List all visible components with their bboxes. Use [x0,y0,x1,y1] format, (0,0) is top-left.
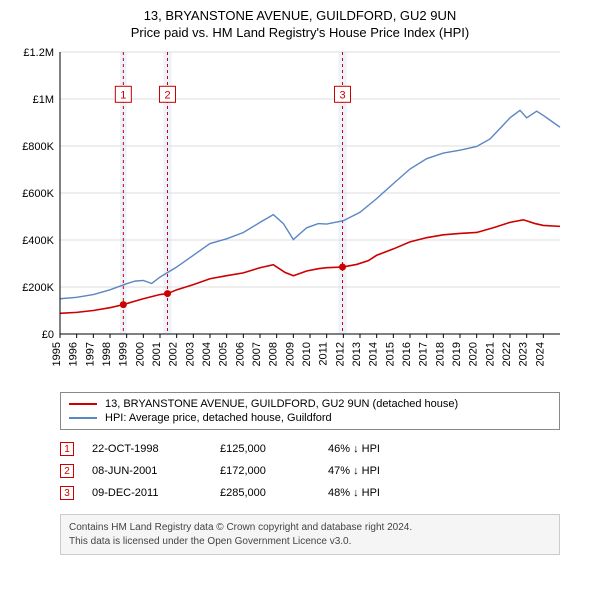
svg-text:1997: 1997 [84,342,96,366]
svg-text:2007: 2007 [251,342,263,366]
svg-text:2022: 2022 [501,342,513,366]
chart-container: 13, BRYANSTONE AVENUE, GUILDFORD, GU2 9U… [0,0,600,555]
svg-text:2012: 2012 [334,342,346,366]
event-diff: 48% ↓ HPI [328,487,418,499]
svg-text:1998: 1998 [101,342,113,366]
svg-text:2002: 2002 [168,342,180,366]
svg-text:2018: 2018 [434,342,446,366]
svg-text:£1.2M: £1.2M [23,47,54,59]
legend-swatch [69,417,97,419]
event-number-badge: 2 [60,464,74,478]
svg-text:2024: 2024 [534,342,546,366]
svg-text:2016: 2016 [401,342,413,366]
svg-text:2013: 2013 [351,342,363,366]
svg-text:2: 2 [164,89,170,101]
plot-area: £0 £200K £400K £600K £800K £1M £1.2M 1995 1996 19… [12,46,588,386]
svg-text:2021: 2021 [484,342,496,366]
footer-attribution: Contains HM Land Registry data © Crown c… [60,514,560,555]
event-diff: 47% ↓ HPI [328,465,418,477]
event-date: 08-JUN-2001 [92,465,202,477]
svg-text:2014: 2014 [368,342,380,366]
legend-item: 13, BRYANSTONE AVENUE, GUILDFORD, GU2 9U… [69,397,551,411]
svg-text:£0: £0 [42,329,54,341]
svg-text:1995: 1995 [51,342,63,366]
svg-text:2001: 2001 [151,342,163,366]
svg-text:2008: 2008 [268,342,280,366]
svg-text:£600K: £600K [22,188,54,200]
chart-titles: 13, BRYANSTONE AVENUE, GUILDFORD, GU2 9U… [12,8,588,40]
svg-text:2015: 2015 [384,342,396,366]
svg-text:2006: 2006 [234,342,246,366]
svg-text:2004: 2004 [201,342,213,366]
svg-text:£1M: £1M [33,94,54,106]
svg-text:£200K: £200K [22,282,54,294]
title-main: 13, BRYANSTONE AVENUE, GUILDFORD, GU2 9U… [12,8,588,23]
event-price: £285,000 [220,487,310,499]
svg-text:2000: 2000 [134,342,146,366]
svg-text:2019: 2019 [451,342,463,366]
footer-line2: This data is licensed under the Open Gov… [69,535,551,549]
event-row: 1 22-OCT-1998 £125,000 46% ↓ HPI [60,438,560,460]
event-price: £172,000 [220,465,310,477]
legend-label: 13, BRYANSTONE AVENUE, GUILDFORD, GU2 9U… [105,398,458,410]
svg-text:3: 3 [339,89,345,101]
footer-line1: Contains HM Land Registry data © Crown c… [69,521,551,535]
svg-text:1999: 1999 [118,342,130,366]
event-date: 09-DEC-2011 [92,487,202,499]
events-table: 1 22-OCT-1998 £125,000 46% ↓ HPI 2 08-JUN-200… [60,438,560,504]
title-sub: Price paid vs. HM Land Registry's House … [12,25,588,40]
event-row: 2 08-JUN-2001 £172,000 47% ↓ HPI [60,460,560,482]
svg-text:2005: 2005 [218,342,230,366]
event-number-badge: 1 [60,442,74,456]
svg-text:1: 1 [120,89,126,101]
svg-text:£800K: £800K [22,141,54,153]
legend: 13, BRYANSTONE AVENUE, GUILDFORD, GU2 9U… [60,392,560,430]
chart-svg: £0 £200K £400K £600K £800K £1M £1.2M 1995 1996 19… [12,46,588,386]
svg-text:2010: 2010 [301,342,313,366]
event-date: 22-OCT-1998 [92,443,202,455]
svg-text:1996: 1996 [68,342,80,366]
legend-label: HPI: Average price, detached house, Guil… [105,412,332,424]
legend-swatch [69,403,97,405]
event-row: 3 09-DEC-2011 £285,000 48% ↓ HPI [60,482,560,504]
event-price: £125,000 [220,443,310,455]
legend-item: HPI: Average price, detached house, Guil… [69,411,551,425]
svg-text:2020: 2020 [468,342,480,366]
svg-text:2003: 2003 [184,342,196,366]
svg-text:2011: 2011 [318,342,330,366]
svg-text:£400K: £400K [22,235,54,247]
event-diff: 46% ↓ HPI [328,443,418,455]
svg-text:2017: 2017 [418,342,430,366]
svg-text:2009: 2009 [284,342,296,366]
svg-text:2023: 2023 [518,342,530,366]
event-number-badge: 3 [60,486,74,500]
